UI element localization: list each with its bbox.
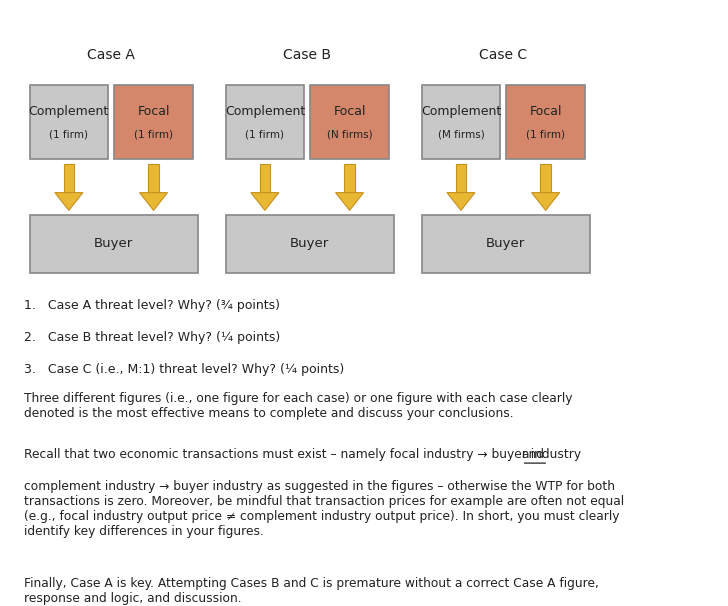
FancyBboxPatch shape [114,84,193,159]
Text: and: and [522,448,545,461]
Text: Case A: Case A [87,48,135,62]
Text: Case B: Case B [283,48,331,62]
Polygon shape [447,193,475,210]
Polygon shape [531,193,560,210]
Text: 1.   Case A threat level? Why? (¾ points): 1. Case A threat level? Why? (¾ points) [24,299,280,312]
Text: Focal: Focal [529,105,562,118]
Text: Buyer: Buyer [290,238,329,250]
FancyBboxPatch shape [149,164,159,193]
Text: Focal: Focal [138,105,170,118]
Polygon shape [336,193,363,210]
Text: (1 firm): (1 firm) [245,129,285,139]
Polygon shape [140,193,167,210]
FancyBboxPatch shape [30,84,108,159]
FancyBboxPatch shape [422,84,500,159]
FancyBboxPatch shape [226,215,394,273]
FancyBboxPatch shape [226,84,304,159]
Polygon shape [251,193,279,210]
Text: (M firms): (M firms) [438,129,484,139]
Text: 3.   Case C (i.e., M:1) threat level? Why? (¼ points): 3. Case C (i.e., M:1) threat level? Why?… [24,364,344,376]
Text: complement industry → buyer industry as suggested in the figures – otherwise the: complement industry → buyer industry as … [24,480,625,538]
Text: Recall that two economic transactions must exist – namely focal industry → buyer: Recall that two economic transactions mu… [24,448,585,461]
FancyBboxPatch shape [344,164,355,193]
Text: Complement: Complement [421,105,501,118]
Text: Complement: Complement [225,105,305,118]
Text: Case C: Case C [479,48,527,62]
Text: Complement: Complement [28,105,109,118]
FancyBboxPatch shape [456,164,466,193]
FancyBboxPatch shape [260,164,270,193]
Polygon shape [55,193,83,210]
Text: Buyer: Buyer [486,238,525,250]
Text: Focal: Focal [333,105,366,118]
Text: 2.   Case B threat level? Why? (¼ points): 2. Case B threat level? Why? (¼ points) [24,331,280,344]
Text: Finally, Case A is key. Attempting Cases B and C is premature without a correct : Finally, Case A is key. Attempting Cases… [24,577,599,605]
Text: (1 firm): (1 firm) [50,129,88,139]
FancyBboxPatch shape [63,164,74,193]
FancyBboxPatch shape [422,215,590,273]
Text: (N firms): (N firms) [327,129,373,139]
FancyBboxPatch shape [310,84,389,159]
FancyBboxPatch shape [506,84,585,159]
FancyBboxPatch shape [540,164,551,193]
Text: (1 firm): (1 firm) [526,129,565,139]
FancyBboxPatch shape [30,215,197,273]
Text: Buyer: Buyer [94,238,133,250]
Text: Three different figures (i.e., one figure for each case) or one figure with each: Three different figures (i.e., one figur… [24,392,573,420]
Text: (1 firm): (1 firm) [134,129,173,139]
